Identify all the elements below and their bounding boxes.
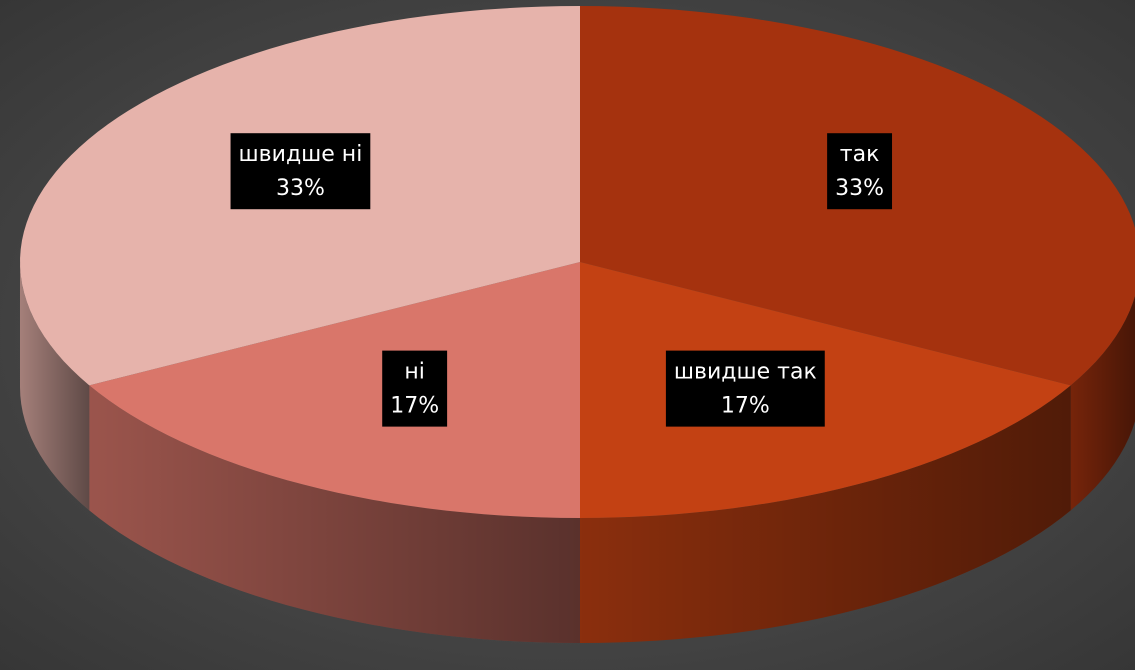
label-value: 17% xyxy=(721,394,770,419)
label-category: швидше так xyxy=(674,360,817,385)
side-shade xyxy=(1070,296,1135,511)
label-value: 33% xyxy=(835,176,884,201)
data-label: так 33% xyxy=(827,133,893,210)
label-box xyxy=(230,133,371,210)
data-label: швидше так 17% xyxy=(665,350,825,427)
side-shade xyxy=(580,385,1071,643)
label-value: 33% xyxy=(276,176,325,201)
side-shade xyxy=(20,262,90,511)
slice xyxy=(89,262,581,518)
label-category: так xyxy=(840,142,880,167)
data-label: ні 17% xyxy=(382,350,448,427)
label-box xyxy=(382,350,448,427)
side-shade xyxy=(89,385,581,643)
label-box xyxy=(665,350,825,427)
label-box xyxy=(827,133,893,210)
slice xyxy=(580,262,1071,518)
label-category: ні xyxy=(404,360,425,385)
label-category: швидше ні xyxy=(239,142,363,167)
label-value: 17% xyxy=(390,394,439,419)
data-label: швидше ні 33% xyxy=(230,133,371,210)
